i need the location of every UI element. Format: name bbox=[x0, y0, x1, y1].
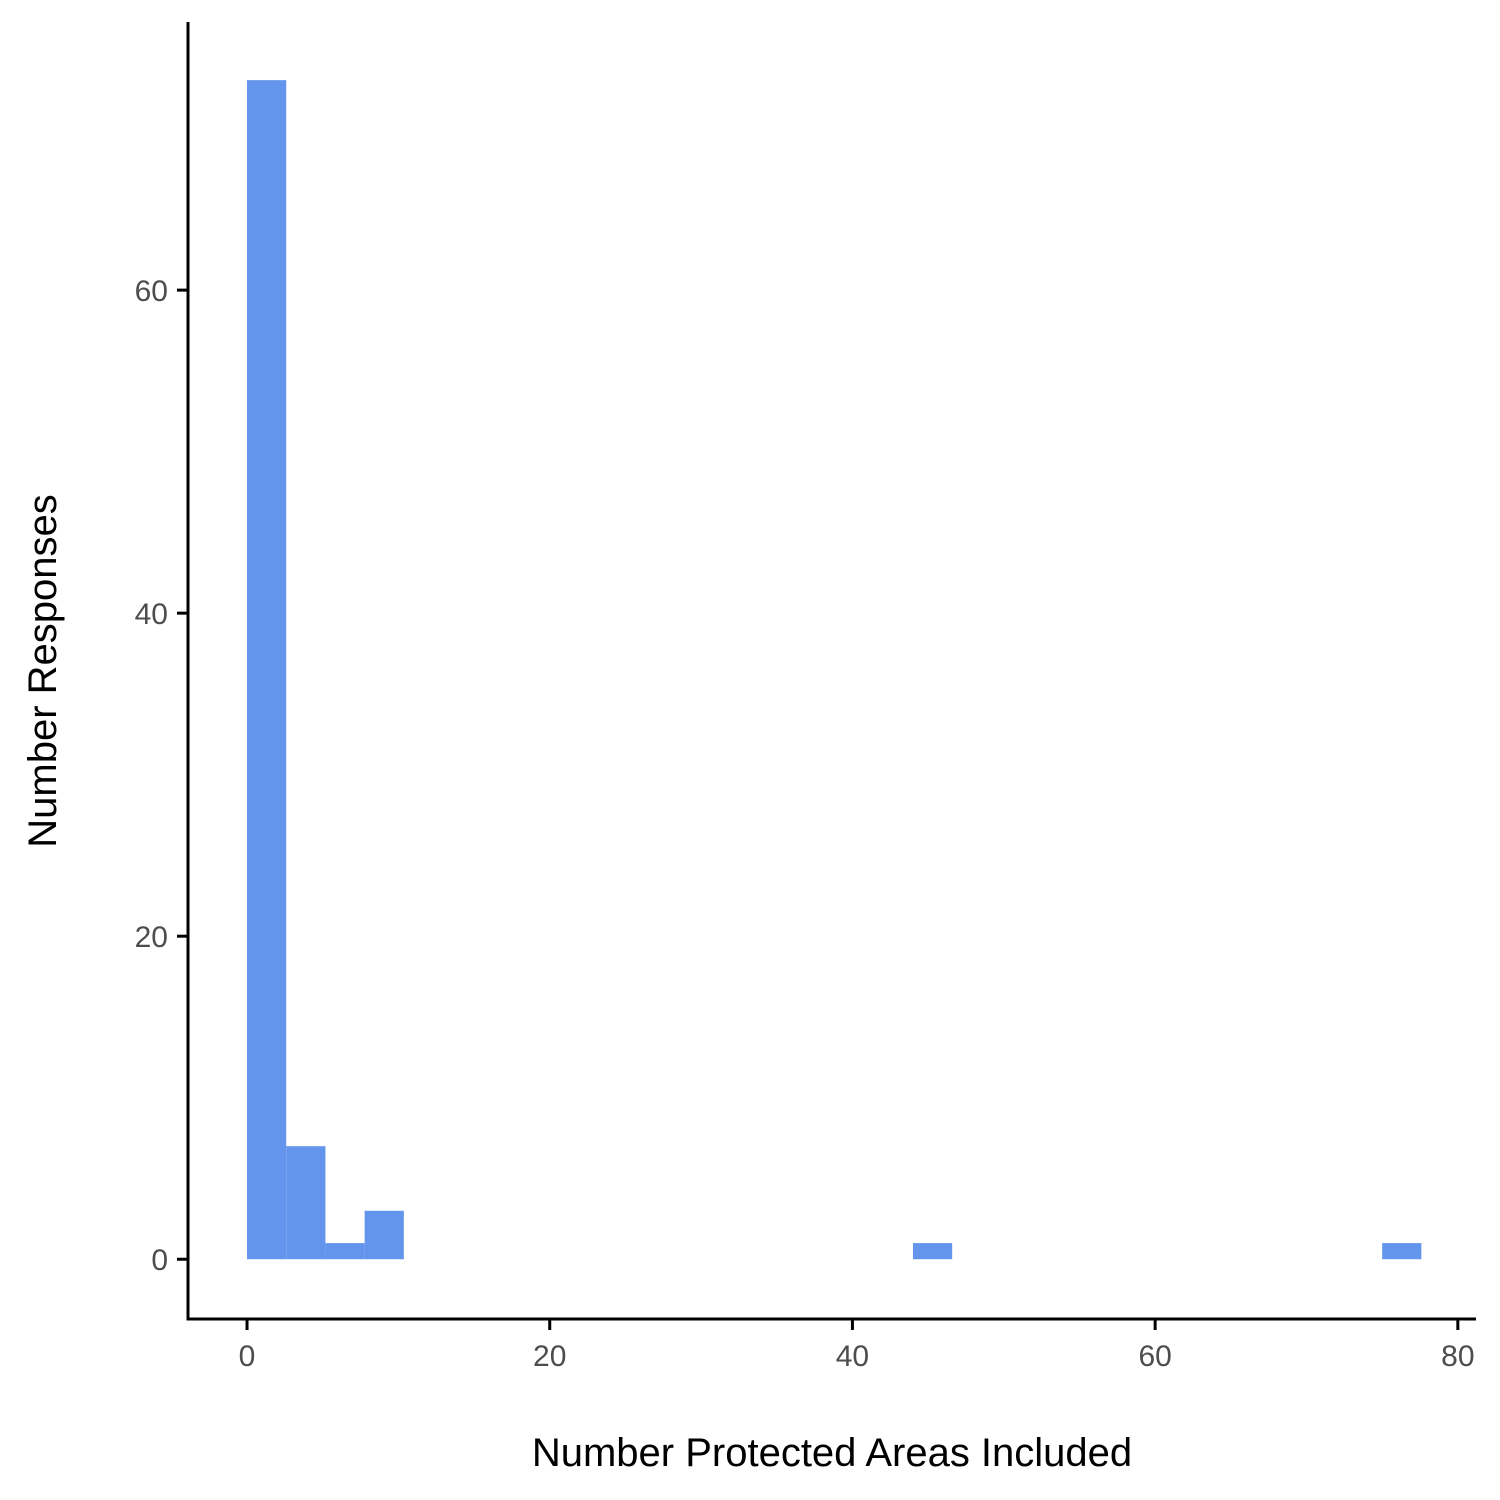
y-tick-label: 20 bbox=[135, 921, 168, 954]
x-tick-label: 40 bbox=[836, 1340, 869, 1373]
x-tick-label: 20 bbox=[533, 1340, 566, 1373]
x-axis-title: Number Protected Areas Included bbox=[532, 1431, 1132, 1475]
histogram-bar-0 bbox=[247, 80, 287, 1260]
x-tick-label: 60 bbox=[1138, 1340, 1171, 1373]
y-tick-label: 0 bbox=[151, 1244, 168, 1277]
x-axis-ticks: 0 20 40 60 80 bbox=[239, 1319, 1475, 1373]
x-tick-label: 80 bbox=[1441, 1340, 1474, 1373]
bars-group bbox=[247, 80, 1422, 1260]
histogram-bar-4 bbox=[912, 1243, 953, 1260]
y-tick-label: 60 bbox=[135, 275, 168, 308]
histogram-bar-2 bbox=[325, 1243, 365, 1260]
y-axis-ticks: 0 20 40 60 bbox=[135, 275, 188, 1277]
y-axis-title: Number Responses bbox=[21, 494, 65, 848]
x-tick-label: 0 bbox=[239, 1340, 256, 1373]
histogram-bar-5 bbox=[1382, 1243, 1422, 1260]
histogram-bar-3 bbox=[364, 1210, 404, 1260]
y-tick-label: 40 bbox=[135, 598, 168, 631]
histogram-bar-1 bbox=[286, 1146, 326, 1260]
